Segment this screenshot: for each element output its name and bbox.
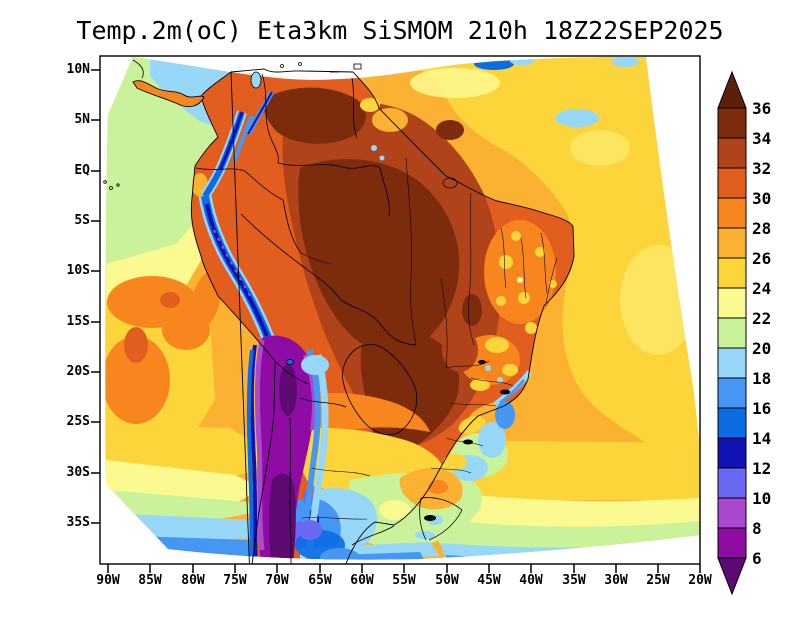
inland-lakes [424,360,510,521]
colorbar-segment [717,467,747,499]
lat-label: 25S [66,414,90,429]
lat-label: 5N [74,112,90,127]
panama-isthmus [132,80,205,108]
andes-cold-stripe [198,90,360,560]
colorbar-segment [717,137,747,169]
lon-label: 55W [392,573,416,588]
colorbar-label: 34 [752,129,771,148]
coastline-south-america [190,68,575,564]
colorbar-segment [717,497,747,529]
colorbar-label: 26 [752,249,771,268]
colorbar-segment [717,377,747,409]
lon-label: 35W [562,573,586,588]
lon-ticks [107,564,701,573]
northeast-brazil-mottle [484,220,557,334]
lat-label: 15S [66,314,90,329]
colorbar-segment [717,227,747,259]
colorbar-label: 36 [752,99,771,118]
colorbar-label: 10 [752,489,771,508]
lon-label: 80W [181,573,205,588]
colorbar-label: 28 [752,219,771,238]
lon-label: 70W [265,573,289,588]
colorbar-segment [717,527,747,559]
lat-label: 30S [66,465,90,480]
colorbar-label: 18 [752,369,771,388]
map-lines [103,59,575,564]
colorbar-segment [717,317,747,349]
colorbar-label: 20 [752,339,771,358]
lat-ticks [91,69,100,524]
colorbar-label: 22 [752,309,771,328]
lon-label: 65W [308,573,332,588]
lon-label: 45W [477,573,501,588]
colorbar-segment [717,437,747,469]
titicaca-lake [286,359,294,365]
lon-label: 50W [435,573,459,588]
caribbean-islands [280,62,362,73]
lat-label: 5S [74,213,90,228]
lat-label: 20S [66,364,90,379]
chart-title: Temp.2m(oC) Eta3km SiSMOM 210h 18Z22SEP2… [76,16,724,45]
lat-label: 10N [66,62,90,77]
colorbar-segment [717,287,747,319]
galapagos-islands [103,180,120,190]
colorbar-label: 8 [752,519,762,538]
colorbar-segment [717,197,747,229]
colorbar-arrow-bottom [717,557,747,596]
lon-label: 30W [604,573,628,588]
lon-label: 85W [138,573,162,588]
lat-label: 10S [66,263,90,278]
colorbar-arrow-top [717,70,747,109]
colorbar-label: 16 [752,399,771,418]
lon-label: 20W [688,573,712,588]
colorbar-segment [717,347,747,379]
lon-label: 25W [646,573,670,588]
colorbar-label: 14 [752,429,771,448]
colorbar-label: 32 [752,159,771,178]
colorbar-label: 30 [752,189,771,208]
lon-label: 60W [350,573,374,588]
colorbar-segment [717,107,747,139]
colorbar-segment [717,257,747,289]
lon-label: 40W [519,573,543,588]
colorbar-label: 12 [752,459,771,478]
lat-label: EQ [74,163,90,178]
country-borders [195,73,463,564]
colorbar-label: 24 [752,279,771,298]
axis-ticks [91,69,701,573]
lat-label: 35S [66,515,90,530]
colorbar: 36 34 32 30 28 26 24 22 20 18 16 14 12 1… [717,70,771,596]
colorbar-segment [717,407,747,439]
lon-label: 75W [223,573,247,588]
lake-maracaibo [250,71,262,89]
state-borders [300,157,558,520]
colorbar-label: 6 [752,549,762,568]
temperature-field [105,57,700,560]
plot-frame [99,55,701,565]
colorbar-segment [717,167,747,199]
lon-label: 90W [96,573,120,588]
marajo-island [442,177,458,189]
